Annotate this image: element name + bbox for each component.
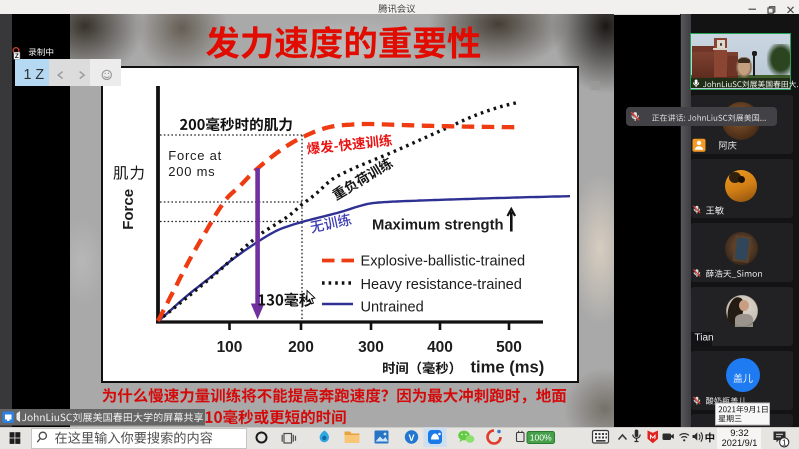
- svg-text:Untrained: Untrained: [361, 299, 424, 315]
- svg-text:Z: Z: [15, 53, 19, 60]
- svg-text:500: 500: [496, 339, 522, 356]
- svg-text:Explosive-ballistic-trained: Explosive-ballistic-trained: [361, 254, 526, 270]
- svg-text:Maximum strength: Maximum strength: [372, 217, 504, 233]
- svg-text:Force at: Force at: [168, 148, 222, 163]
- svg-text:100%: 100%: [530, 433, 552, 443]
- svg-text:Force: Force: [120, 189, 137, 230]
- svg-text:400: 400: [427, 339, 453, 356]
- svg-text:1: 1: [782, 439, 787, 448]
- svg-text:200: 200: [288, 339, 314, 356]
- svg-text:Heavy resistance-trained: Heavy resistance-trained: [361, 277, 522, 293]
- svg-text:V: V: [408, 433, 414, 443]
- svg-text:time (ms): time (ms): [471, 358, 545, 377]
- svg-text:100: 100: [217, 339, 243, 356]
- svg-text:300: 300: [358, 339, 384, 356]
- svg-text:9:32: 9:32: [730, 428, 749, 439]
- svg-text:Tian: Tian: [695, 333, 714, 344]
- svg-text:2021/9/1: 2021/9/1: [722, 438, 758, 448]
- svg-text:1 Z: 1 Z: [24, 67, 45, 83]
- svg-text:200 ms: 200 ms: [168, 164, 215, 179]
